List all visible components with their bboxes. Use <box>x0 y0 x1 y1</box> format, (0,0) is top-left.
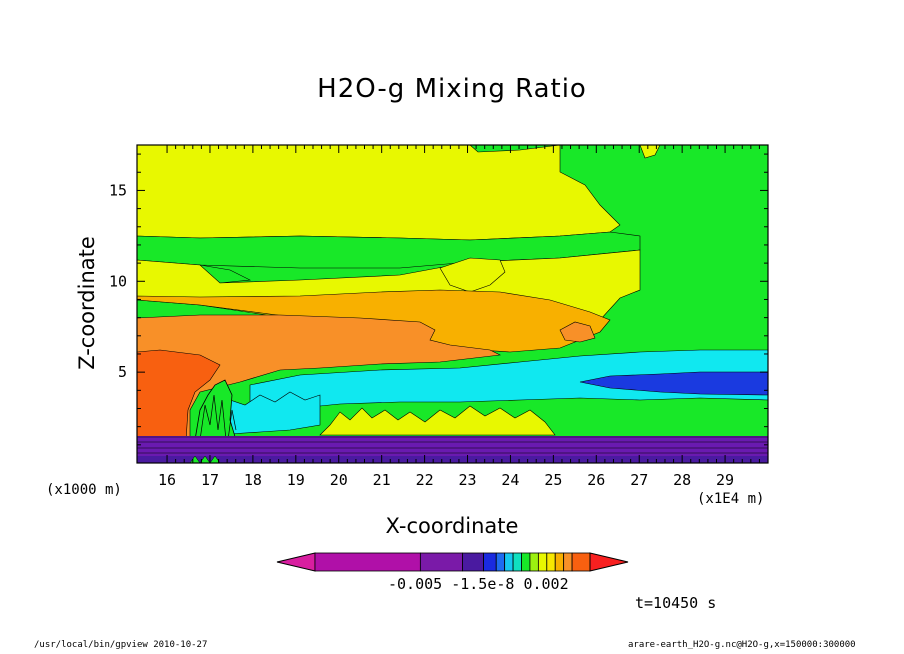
colorbar-swatch <box>537 552 548 572</box>
x-tick-label: 20 <box>330 471 348 489</box>
colorbar-right-arrow <box>589 552 629 572</box>
z-unit-label: (x1000 m) <box>46 482 122 498</box>
colorbar-swatch <box>521 552 531 572</box>
region-green-band <box>137 231 641 269</box>
x-tick-label: 19 <box>287 471 305 489</box>
colorbar-swatch <box>462 552 484 572</box>
region-upper-yellow-tip <box>639 145 661 159</box>
x-tick-label: 21 <box>373 471 391 489</box>
region-orange-lobe <box>559 321 596 343</box>
colorbar-swatch <box>314 552 421 572</box>
x-tick-label: 16 <box>158 471 176 489</box>
region-blue-pocket <box>579 371 768 396</box>
y-tick-label: 15 <box>109 181 127 199</box>
region-lower-yellow-fringe <box>319 405 556 436</box>
region-purple-texture <box>137 436 768 454</box>
time-label: t=10450 s <box>635 594 717 612</box>
x-tick-label: 25 <box>544 471 562 489</box>
x-tick-label: 18 <box>244 471 262 489</box>
colorbar-swatch <box>495 552 506 572</box>
colorbar-swatch <box>504 552 514 572</box>
chart-title: H2O-g Mixing Ratio <box>317 74 587 104</box>
colorbar-swatch <box>563 552 573 572</box>
colorbar <box>276 552 629 572</box>
colorbar-swatch <box>419 552 463 572</box>
x-tick-label: 24 <box>501 471 519 489</box>
x-axis-label: X-coordinate <box>385 514 519 538</box>
region-upper-yellow <box>137 145 621 241</box>
contour-field <box>137 145 768 463</box>
axis-ticks <box>137 145 768 463</box>
colorbar-swatch <box>571 552 591 572</box>
x-tick-label: 23 <box>458 471 476 489</box>
region-purple-layer <box>137 436 768 456</box>
colorbar-swatch <box>529 552 539 572</box>
x-tick-label: 27 <box>630 471 648 489</box>
region-orange-core <box>137 314 502 441</box>
region-yellow-island <box>439 257 506 293</box>
x-tick-label: 26 <box>587 471 605 489</box>
colorbar-swatch <box>546 552 556 572</box>
y-tick-label: 10 <box>109 272 127 290</box>
x-tick-label: 28 <box>673 471 691 489</box>
x-tick-label: 22 <box>416 471 434 489</box>
x-unit-label: (x1E4 m) <box>697 491 765 507</box>
footer-source: arare-earth_H2O-g.nc@H2O-g,x=150000:3000… <box>628 640 856 650</box>
region-bottom-spikes <box>189 455 221 463</box>
x-tick-label: 17 <box>201 471 219 489</box>
x-tick-label: 29 <box>716 471 734 489</box>
region-cyan-fringe <box>214 391 321 435</box>
axis-tick-labels: 16 17 18 19 20 21 22 23 24 25 26 27 28 29 5 10 15 <box>109 181 734 489</box>
colorbar-swatch <box>554 552 565 572</box>
plot-frame <box>136 144 769 464</box>
colorbar-tick-labels: -0.005 -1.5e-8 0.002 <box>388 575 569 593</box>
y-tick-label: 5 <box>118 363 127 381</box>
colorbar-swatch <box>483 552 497 572</box>
region-plume-lines <box>199 394 237 441</box>
colorbar-left-arrow <box>276 552 316 572</box>
region-blue-surface-strip <box>137 456 768 463</box>
y-axis-label: Z-coordinate <box>75 236 99 370</box>
colorbar-swatch <box>512 552 522 572</box>
footer-command: /usr/local/bin/gpview 2010-10-27 <box>34 640 208 650</box>
